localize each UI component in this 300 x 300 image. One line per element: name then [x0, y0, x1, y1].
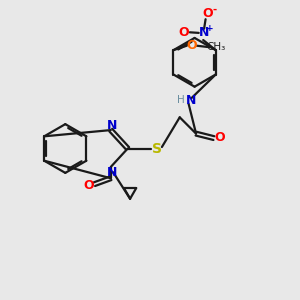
- Text: O: O: [178, 26, 189, 39]
- Text: N: N: [199, 26, 209, 39]
- Text: O: O: [214, 131, 225, 144]
- Text: N: N: [106, 118, 117, 131]
- Text: N: N: [107, 166, 117, 179]
- Text: +: +: [206, 24, 214, 33]
- Text: O: O: [203, 7, 213, 20]
- Text: -: -: [212, 5, 217, 15]
- Text: S: S: [152, 142, 161, 155]
- Text: O: O: [187, 39, 197, 52]
- Text: N: N: [186, 94, 196, 107]
- Text: O: O: [84, 179, 94, 192]
- Text: CH₃: CH₃: [206, 42, 226, 52]
- Text: H: H: [177, 95, 184, 105]
